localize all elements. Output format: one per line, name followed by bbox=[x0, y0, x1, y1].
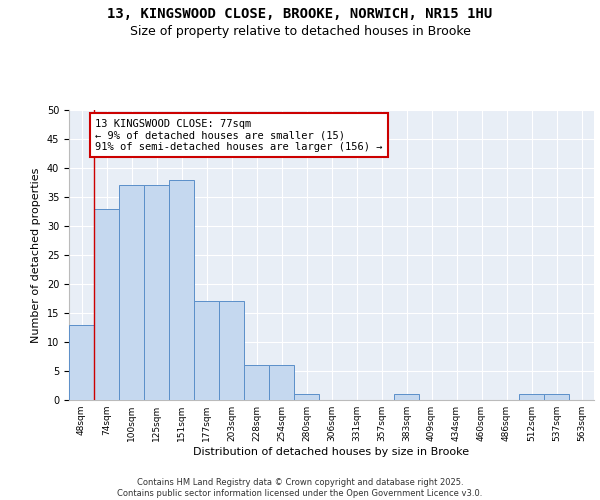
Bar bbox=[119, 186, 144, 400]
Y-axis label: Number of detached properties: Number of detached properties bbox=[31, 168, 41, 342]
Text: Size of property relative to detached houses in Brooke: Size of property relative to detached ho… bbox=[130, 25, 470, 38]
Bar bbox=[144, 186, 169, 400]
Bar bbox=[269, 365, 294, 400]
Text: Contains HM Land Registry data © Crown copyright and database right 2025.
Contai: Contains HM Land Registry data © Crown c… bbox=[118, 478, 482, 498]
Bar bbox=[519, 394, 544, 400]
Bar bbox=[69, 324, 94, 400]
Bar bbox=[194, 302, 219, 400]
Bar bbox=[169, 180, 194, 400]
Bar bbox=[219, 302, 244, 400]
Bar bbox=[544, 394, 569, 400]
Text: 13 KINGSWOOD CLOSE: 77sqm
← 9% of detached houses are smaller (15)
91% of semi-d: 13 KINGSWOOD CLOSE: 77sqm ← 9% of detach… bbox=[95, 118, 383, 152]
Bar bbox=[294, 394, 319, 400]
Bar bbox=[94, 208, 119, 400]
X-axis label: Distribution of detached houses by size in Brooke: Distribution of detached houses by size … bbox=[193, 447, 470, 457]
Bar bbox=[244, 365, 269, 400]
Text: 13, KINGSWOOD CLOSE, BROOKE, NORWICH, NR15 1HU: 13, KINGSWOOD CLOSE, BROOKE, NORWICH, NR… bbox=[107, 8, 493, 22]
Bar bbox=[394, 394, 419, 400]
